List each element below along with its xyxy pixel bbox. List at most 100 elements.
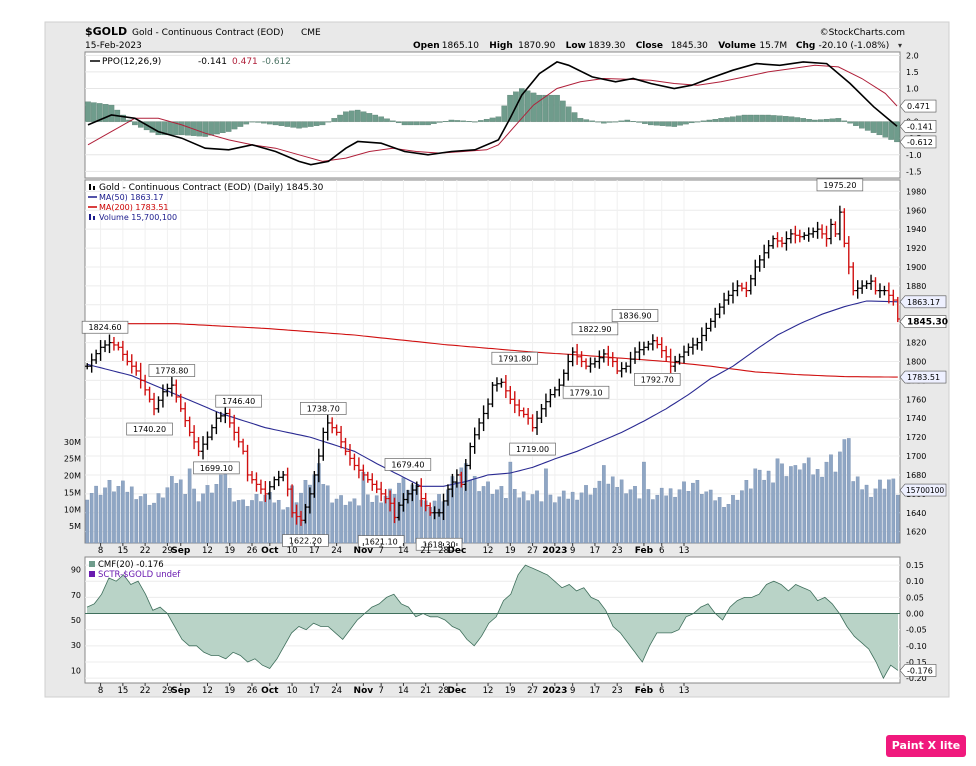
ppo-signal-line: [87, 64, 898, 162]
ppo-right-tag: [899, 135, 937, 149]
ppo-histogram-bar: [595, 121, 601, 123]
volume-bar: [833, 471, 838, 544]
price-annotation-box: [415, 537, 463, 551]
ppo-y-tick: 1.5: [906, 68, 919, 77]
ppo-legend-hist: -0.612: [262, 57, 291, 67]
volume-bar: [642, 461, 646, 544]
x-tick-label: Feb: [635, 686, 654, 696]
price-legend-ma200: MA(200) 1783.51: [99, 203, 169, 212]
volume-bar: [232, 501, 237, 544]
volume-bar: [544, 468, 548, 544]
x-tick-label: 26: [247, 686, 258, 696]
volume-bar: [495, 489, 499, 544]
ppo-histogram-bar: [659, 121, 666, 126]
ppo-histogram-bar: [249, 121, 255, 123]
volume-bar: [517, 497, 522, 544]
ppo-histogram-bar: [571, 112, 578, 122]
ppo-histogram-bar: [894, 121, 900, 143]
ppo-histogram-bar: [261, 121, 267, 124]
x-tick-label: 22: [140, 546, 151, 556]
price-right-tag: [899, 370, 947, 384]
volume-bar: [748, 488, 753, 544]
ppo-histogram-bar: [96, 103, 103, 122]
price-annotation-box: [126, 422, 173, 436]
ppo-histogram-bar: [243, 121, 250, 125]
volume-bar: [241, 499, 245, 544]
price-annotation-label: 1621.10: [365, 538, 398, 547]
ppo-histogram-bar: [818, 119, 824, 122]
volume-bar: [192, 488, 196, 544]
volume-bar: [797, 469, 802, 544]
volume-bar: [753, 468, 758, 544]
ohlc-summary: Open 1865.10 High 1870.90 Low 1839.30 Close 184…: [413, 41, 889, 51]
ppo-histogram-bar: [390, 120, 396, 122]
x-tick-label: 19: [224, 686, 235, 696]
volume-bar: [766, 470, 771, 544]
x-tick-label: 28: [438, 686, 449, 696]
price-y-tick: 1680: [906, 471, 926, 480]
ppo-histogram-bar: [436, 121, 443, 123]
volume-y-tick: 15M: [64, 488, 81, 497]
volume-bar: [548, 494, 553, 544]
x-tick-label: 19: [505, 686, 516, 696]
ppo-histogram-bar: [214, 121, 220, 135]
ppo-histogram-bar: [284, 121, 291, 127]
ppo-histogram-bar: [606, 121, 613, 123]
x-tick-label: 14: [398, 546, 409, 556]
volume-bar: [334, 498, 339, 544]
volume-bar: [793, 465, 798, 544]
ppo-histogram-bar: [460, 120, 466, 122]
volume-bar: [112, 491, 116, 544]
volume-bar: [708, 489, 713, 544]
ppo-histogram-bar: [753, 114, 760, 122]
price-annotation-box: [634, 373, 681, 386]
ppo-histogram-bar: [179, 121, 185, 136]
ppo-histogram-bar: [431, 121, 437, 124]
price-annotation-label: 1778.80: [155, 367, 188, 376]
ppo-histogram-bar: [401, 121, 408, 126]
volume-bar: [227, 488, 232, 544]
volume-bar: [170, 476, 174, 544]
volume-bar: [361, 471, 366, 544]
ppo-histogram-bar: [302, 121, 308, 128]
volume-bar: [321, 484, 326, 544]
price-annotation-box: [215, 394, 262, 408]
x-tick-label: 13: [679, 686, 690, 696]
chg-dropdown-icon[interactable]: ▾: [898, 41, 902, 50]
volume-bar: [89, 493, 94, 544]
volume-bar: [196, 501, 201, 544]
ppo-histogram-bar: [800, 118, 806, 122]
volume-bar: [174, 483, 179, 544]
sctr-left-tick: 10: [71, 666, 81, 675]
ppo-histogram-bar: [612, 121, 619, 123]
ppo-histogram-bar: [771, 115, 777, 122]
ppo-histogram-bar: [167, 121, 173, 136]
x-tick-label: Feb: [635, 546, 654, 556]
x-tick-label: Sep: [171, 546, 191, 556]
x-tick-label: 17: [309, 686, 320, 696]
volume-bar: [187, 468, 192, 544]
ohlc-value-open: 1865.10: [442, 41, 479, 51]
ppo-histogram-bar: [202, 121, 209, 137]
ppo-histogram-bar: [466, 121, 472, 122]
volume-y-tick: 30M: [64, 438, 81, 447]
volume-bar: [602, 465, 606, 544]
ppo-histogram-bar: [847, 121, 853, 124]
price-annotation-box: [816, 178, 864, 192]
volume-bar: [566, 498, 571, 544]
ppo-right-label: -0.612: [907, 138, 933, 147]
volume-bar: [107, 479, 112, 544]
cmf-right-tick: -0.05: [906, 626, 927, 635]
ppo-histogram-bar: [823, 118, 830, 122]
volume-bar: [869, 496, 873, 544]
price-annotation-label: 1779.10: [569, 388, 602, 397]
volume-bar: [490, 493, 495, 544]
volume-bar: [619, 479, 624, 544]
volume-bar: [686, 491, 691, 544]
ppo-histogram-bar: [425, 121, 431, 126]
ppo-histogram-bar: [747, 114, 754, 122]
volume-bar: [775, 458, 780, 544]
price-annotation-label: 1699.10: [200, 464, 233, 473]
paint-x-lite-badge[interactable]: Paint X lite: [886, 735, 966, 757]
volume-bar: [780, 463, 784, 544]
